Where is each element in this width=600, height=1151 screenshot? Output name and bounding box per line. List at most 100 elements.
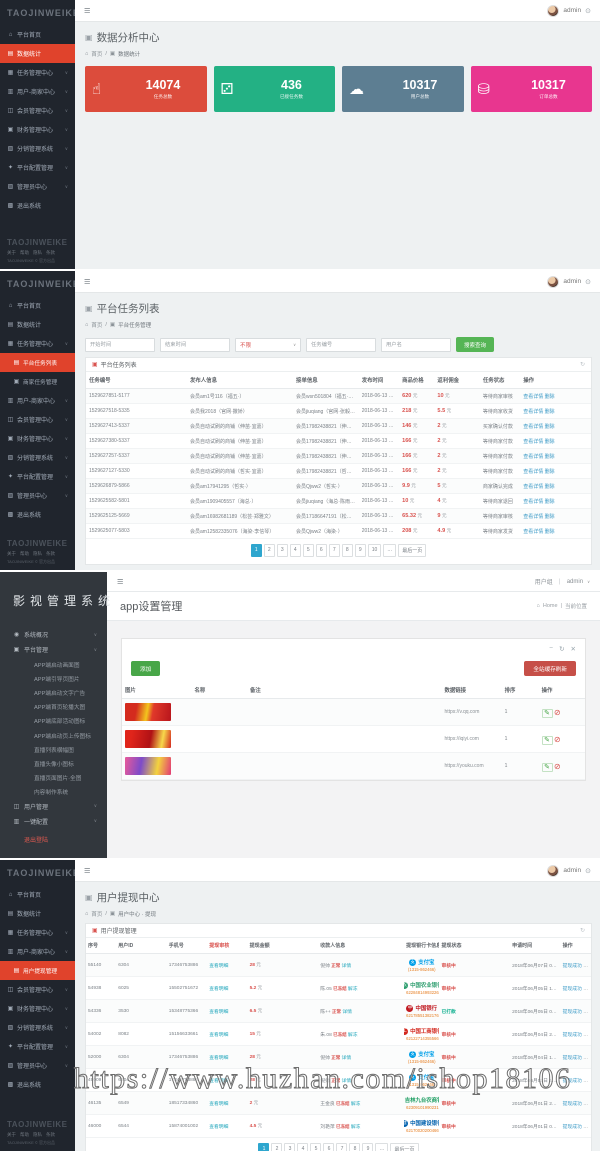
- page-button[interactable]: 7: [336, 1143, 348, 1151]
- sidebar-item[interactable]: ◫ 会员管理中心 ∨: [0, 410, 75, 429]
- account-action-link[interactable]: 详情: [341, 1078, 352, 1084]
- view-detail-link[interactable]: 查看详情: [523, 408, 544, 415]
- footer-link[interactable]: 隐私: [33, 551, 42, 556]
- sidebar-item[interactable]: ▣ 财务管理中心 ∨: [0, 120, 75, 139]
- sidebar-item[interactable]: ▩ 退出系统: [0, 505, 75, 524]
- withdraw-success-link[interactable]: 提现成功: [562, 963, 582, 969]
- account-action-link[interactable]: 解冻: [347, 986, 358, 992]
- sidebar-item[interactable]: ▥ 用户-商家中心 ∨: [0, 391, 75, 410]
- withdraw-error-link[interactable]: 提现异常: [583, 986, 591, 992]
- cache-refresh-button[interactable]: 全站缓存刷新: [524, 661, 576, 676]
- hamburger-icon[interactable]: ≡: [117, 575, 124, 588]
- page-button[interactable]: 最后一页: [398, 544, 427, 557]
- footer-link[interactable]: 帮助: [20, 551, 29, 556]
- username[interactable]: admin: [563, 278, 582, 285]
- breadcrumb-home[interactable]: 首页: [91, 52, 103, 58]
- page-button[interactable]: 9: [362, 1143, 374, 1151]
- page-button[interactable]: 2: [263, 544, 275, 557]
- footer-link[interactable]: 关于: [7, 250, 16, 255]
- avatar[interactable]: [547, 4, 560, 17]
- withdraw-success-link[interactable]: 提现成功: [562, 1101, 582, 1107]
- withdraw-success-link[interactable]: 提现成功: [562, 986, 582, 992]
- withdraw-success-link[interactable]: 提现成功: [562, 1078, 582, 1084]
- username-input[interactable]: [381, 337, 451, 352]
- hamburger-icon[interactable]: ≡: [84, 4, 91, 17]
- data-link[interactable]: https://youku.com: [444, 763, 484, 769]
- sidebar-item[interactable]: 退出登陆: [0, 832, 107, 847]
- page-button[interactable]: 8: [349, 1143, 361, 1151]
- edit-icon[interactable]: ✎: [541, 762, 553, 772]
- username[interactable]: admin: [566, 578, 584, 585]
- breadcrumb-home[interactable]: Home: [542, 603, 558, 609]
- view-detail-link[interactable]: 查看详情: [523, 498, 544, 505]
- sidebar-item[interactable]: ▣ 财务管理中心 ∨: [0, 999, 75, 1018]
- view-detail-link[interactable]: 查看详情: [523, 513, 544, 520]
- view-detail-link[interactable]: 查看详情: [523, 438, 544, 445]
- view-detail-link[interactable]: 查看详情: [523, 393, 544, 400]
- page-button[interactable]: 3: [284, 1143, 296, 1151]
- sidebar-item[interactable]: ▤ 数据统计: [0, 44, 75, 63]
- avatar[interactable]: [547, 864, 560, 877]
- delete-link[interactable]: 删除: [544, 423, 555, 430]
- sidebar-item[interactable]: ▩ 退出系统: [0, 196, 75, 215]
- withdraw-error-link[interactable]: 提现异常: [583, 1032, 591, 1038]
- close-icon[interactable]: ✕: [570, 646, 576, 653]
- sidebar-item[interactable]: ✦ 平台配置管理 ∨: [0, 158, 75, 177]
- sidebar-item[interactable]: ▥ 一键配置 ∨: [0, 814, 107, 829]
- delete-link[interactable]: 删除: [544, 483, 555, 490]
- task-id-input[interactable]: [306, 337, 376, 352]
- data-link[interactable]: https://iqiyi.com: [444, 736, 479, 742]
- view-detail-link[interactable]: 查看详情: [523, 453, 544, 460]
- sidebar-item[interactable]: ◫ 会员管理中心 ∨: [0, 980, 75, 999]
- view-detail-link[interactable]: 查看详情: [523, 483, 544, 490]
- account-action-link[interactable]: 解冻: [347, 1032, 358, 1038]
- username[interactable]: admin: [563, 7, 582, 14]
- delete-link[interactable]: 删除: [544, 498, 555, 505]
- sidebar-item[interactable]: 直播页面图片·全图: [0, 771, 107, 785]
- view-detail-link[interactable]: 查看明细: [209, 1032, 229, 1038]
- delete-link[interactable]: 删除: [544, 513, 555, 520]
- page-button[interactable]: 9: [354, 544, 366, 557]
- sidebar-item[interactable]: APP端首页轮播大图: [0, 700, 107, 714]
- sidebar-item[interactable]: ▦ 任务管理中心 ∨: [0, 63, 75, 82]
- sidebar-item[interactable]: ▤ 数据统计: [0, 904, 75, 923]
- withdraw-success-link[interactable]: 提现成功: [562, 1009, 582, 1015]
- hamburger-icon[interactable]: ≡: [84, 864, 91, 877]
- view-detail-link[interactable]: 查看明细: [209, 986, 229, 992]
- view-detail-link[interactable]: 查看详情: [523, 423, 544, 430]
- sidebar-item[interactable]: ✦ 平台配置管理 ∨: [0, 467, 75, 486]
- view-detail-link[interactable]: 查看明细: [209, 1009, 229, 1015]
- page-button[interactable]: 2: [271, 1143, 283, 1151]
- hamburger-icon[interactable]: ≡: [84, 275, 91, 288]
- view-detail-link[interactable]: 查看明细: [209, 1055, 229, 1061]
- sidebar-item[interactable]: ▣ 商家任务管理: [0, 372, 75, 391]
- sidebar-item[interactable]: ▤ 用户提现管理: [0, 961, 75, 980]
- account-action-link[interactable]: 解冻: [350, 1124, 361, 1130]
- sidebar-item[interactable]: ▨ 管理员中心 ∨: [0, 486, 75, 505]
- sidebar-item[interactable]: ▥ 用户-商家中心 ∨: [0, 82, 75, 101]
- delete-icon[interactable]: ⊘: [553, 761, 561, 771]
- power-icon[interactable]: ⊙: [585, 867, 591, 875]
- withdraw-error-link[interactable]: 提现异常: [583, 1078, 591, 1084]
- page-button[interactable]: 4: [297, 1143, 309, 1151]
- view-detail-link[interactable]: 查看明细: [209, 1124, 229, 1130]
- account-action-link[interactable]: 详情: [341, 1055, 352, 1061]
- page-button[interactable]: 5: [302, 544, 314, 557]
- page-button[interactable]: …: [375, 1143, 389, 1151]
- delete-link[interactable]: 删除: [544, 468, 555, 475]
- sidebar-item[interactable]: ▧ 分销管理系统 ∨: [0, 448, 75, 467]
- withdraw-error-link[interactable]: 提现异常: [583, 1124, 591, 1130]
- page-button[interactable]: 6: [315, 544, 327, 557]
- page-button[interactable]: 3: [276, 544, 288, 557]
- account-action-link[interactable]: 详情: [342, 1009, 352, 1015]
- view-detail-link[interactable]: 查看明细: [209, 1101, 229, 1107]
- footer-link[interactable]: 关于: [7, 551, 16, 556]
- sidebar-item[interactable]: ⌂ 平台首页: [0, 25, 75, 44]
- avatar[interactable]: [547, 275, 560, 288]
- end-time-input[interactable]: [160, 337, 230, 352]
- sidebar-item[interactable]: APP端启动页上传图标: [0, 728, 107, 742]
- sidebar-item[interactable]: ◫ 用户管理 ∨: [0, 799, 107, 814]
- withdraw-error-link[interactable]: 提现异常: [583, 963, 591, 969]
- view-detail-link[interactable]: 查看详情: [523, 528, 544, 535]
- view-detail-link[interactable]: 查看明细: [209, 1078, 229, 1084]
